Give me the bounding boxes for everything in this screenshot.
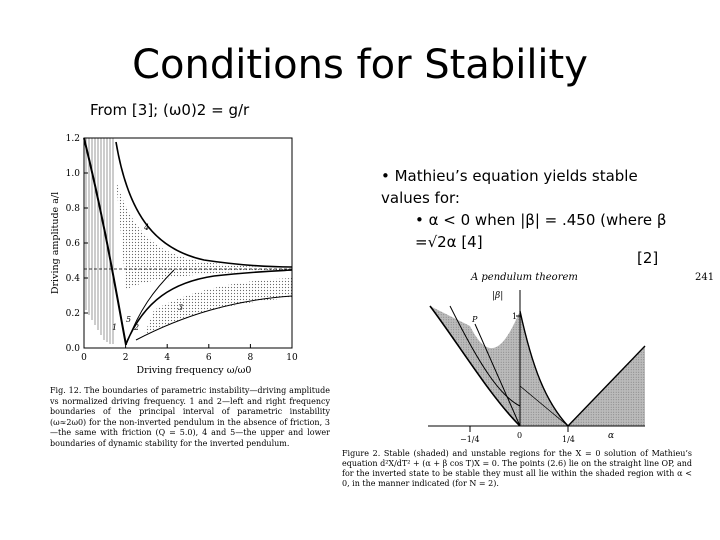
y-tick-label: 0.6 bbox=[66, 239, 81, 249]
curve-1 bbox=[83, 137, 127, 346]
bullet-main: • Mathieu’s equation yields stable value… bbox=[381, 167, 638, 207]
x-tick-label: 2 bbox=[123, 353, 129, 363]
bullet-sub: • α < 0 when |β| = .450 (where β =√2α [4… bbox=[415, 211, 667, 251]
beta-axis-label: |β| bbox=[492, 291, 503, 301]
y-tick-label: 0.0 bbox=[66, 344, 81, 354]
tick-zero-label: 0 bbox=[517, 431, 522, 440]
slide-title: Conditions for Stability bbox=[132, 42, 588, 88]
x-tick-label: 10 bbox=[286, 353, 298, 363]
y-tick-label: 0.4 bbox=[66, 274, 81, 284]
reference-label: [2] bbox=[637, 249, 659, 267]
curve-label: 1 bbox=[112, 323, 117, 332]
figure-2-plot: |β| α P 1 −1/4 0 1/4 bbox=[428, 290, 646, 444]
figure-12-caption: Fig. 12. The boundaries of parametric in… bbox=[50, 386, 330, 448]
tick-neg-quarter-label: −1/4 bbox=[460, 435, 480, 444]
page-number: 241 bbox=[695, 272, 715, 283]
curve-label: 2 bbox=[133, 323, 139, 332]
y-tick-label: 1.2 bbox=[66, 134, 80, 144]
stability-band bbox=[116, 180, 292, 290]
y-tick-label: 0.8 bbox=[66, 204, 81, 214]
point-p-label: P bbox=[471, 315, 478, 324]
bullet-list: • Mathieu’s equation yields stable value… bbox=[381, 165, 681, 267]
stable-region-left bbox=[430, 306, 520, 426]
curve-3 bbox=[135, 295, 293, 341]
y-tick-label: 1.0 bbox=[66, 169, 81, 179]
tick-one-label: 1 bbox=[512, 312, 517, 321]
y-axis-label: Driving amplitude a/l bbox=[50, 192, 61, 294]
x-tick-label: 6 bbox=[206, 353, 212, 363]
curve-5 bbox=[125, 269, 293, 345]
slide-subtitle: From [3]; (ω0)2 = g/r bbox=[90, 101, 250, 119]
x-tick-label: 0 bbox=[81, 353, 87, 363]
curve-4 bbox=[115, 141, 293, 268]
x-tick-label: 8 bbox=[248, 353, 254, 363]
figure-2-caption: Figure 2. Stable (shaded) and unstable r… bbox=[342, 449, 692, 488]
x-tick-label: 4 bbox=[164, 353, 170, 363]
line-op bbox=[474, 323, 521, 427]
hatched-region bbox=[84, 138, 114, 348]
figure-12-plot: 0.0 0.2 0.4 0.6 0.8 1.0 1.2 0 2 4 6 8 10… bbox=[50, 134, 298, 376]
curve-label: 4 bbox=[143, 223, 149, 232]
curve-label: 5 bbox=[126, 315, 131, 324]
curve-2 bbox=[125, 269, 175, 346]
x-axis-label: Driving frequency ω/ω0 bbox=[137, 365, 252, 376]
tick-quarter-label: 1/4 bbox=[562, 435, 575, 444]
running-head: A pendulum theorem bbox=[471, 272, 578, 283]
alpha-axis-label: α bbox=[608, 431, 614, 441]
y-tick-label: 0.2 bbox=[66, 309, 80, 319]
stable-region-middle bbox=[520, 311, 568, 426]
curve-label: 3 bbox=[178, 303, 183, 312]
